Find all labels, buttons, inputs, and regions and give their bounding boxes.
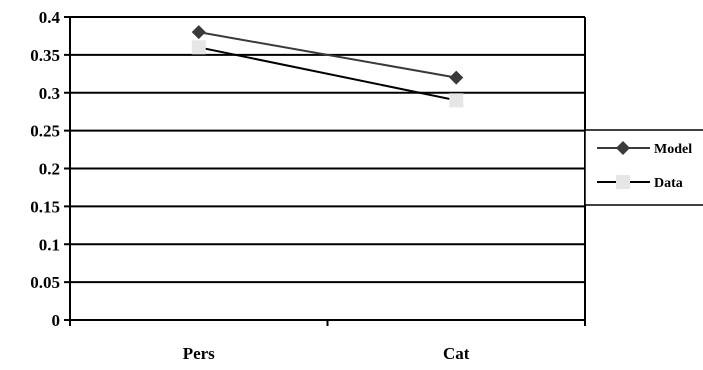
diamond-marker xyxy=(616,141,630,155)
diamond-marker xyxy=(449,70,464,85)
legend-label: Model xyxy=(654,142,692,157)
series-line xyxy=(198,46,457,102)
series-data xyxy=(198,46,457,102)
legend-box xyxy=(584,129,703,206)
square-marker xyxy=(449,93,464,108)
legend: Model Data xyxy=(584,129,703,206)
x-tick-label: Cat xyxy=(443,344,470,363)
x-tick-label: Pers xyxy=(183,344,215,363)
square-marker xyxy=(191,40,206,55)
y-tick-label: 0.25 xyxy=(30,122,60,141)
series-markers-model xyxy=(191,25,464,85)
y-tick-label: 0 xyxy=(52,311,61,330)
legend-label: Data xyxy=(654,176,683,191)
y-tick-label: 0.15 xyxy=(30,197,60,216)
series-markers-data xyxy=(191,40,464,108)
diamond-marker xyxy=(191,25,206,40)
square-marker xyxy=(616,175,630,189)
series-group xyxy=(191,25,464,108)
series-line xyxy=(198,31,457,79)
legend-item-data: Data xyxy=(597,175,683,191)
y-tick-label: 0.3 xyxy=(39,84,60,103)
y-tick-label: 0.2 xyxy=(39,160,60,179)
y-tick-label: 0.1 xyxy=(39,235,60,254)
y-tick-label: 0.05 xyxy=(30,273,60,292)
y-tick-label: 0.4 xyxy=(39,8,61,27)
y-axis-ticks: 0 0.05 0.1 0.15 0.2 0.25 0.3 0.35 0.4 xyxy=(30,8,70,330)
series-model xyxy=(198,31,457,79)
x-axis-ticks: Pers Cat xyxy=(69,320,586,363)
gridlines xyxy=(70,16,586,321)
legend-item-model: Model xyxy=(597,141,692,157)
y-tick-label: 0.35 xyxy=(30,46,60,65)
